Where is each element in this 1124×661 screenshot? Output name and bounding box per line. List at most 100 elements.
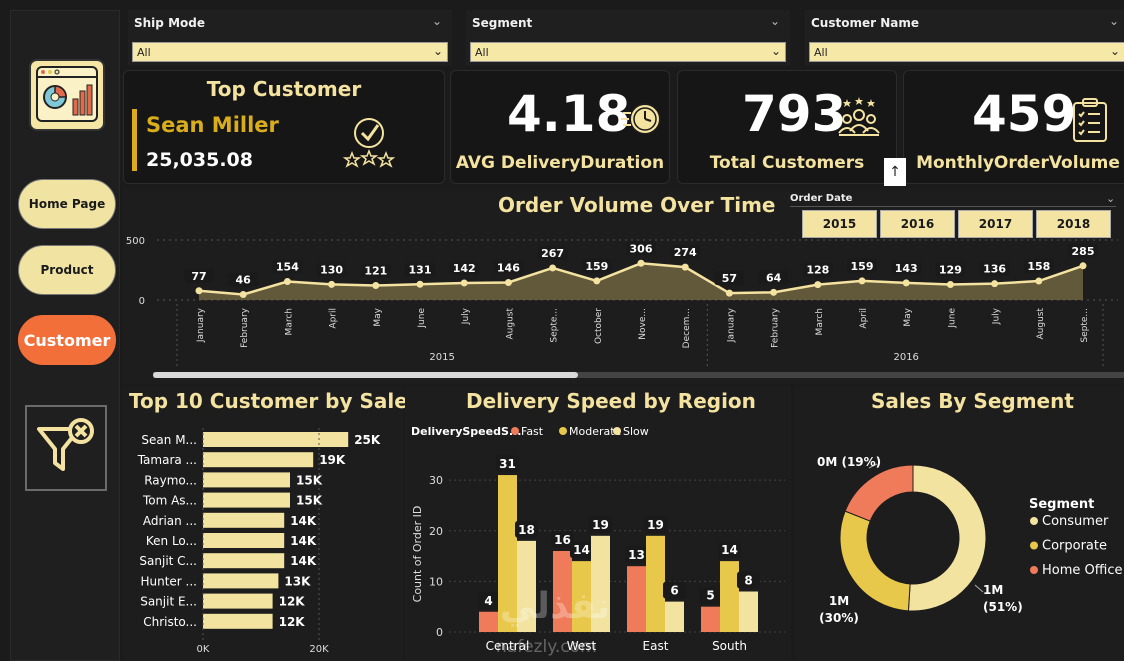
data-label: 131	[409, 263, 432, 276]
x-tick-label: May	[903, 307, 913, 326]
donut-slice	[907, 464, 987, 612]
x-tick-label: Decem...	[682, 308, 692, 348]
data-label-bg	[714, 271, 745, 286]
x-tick-label: March	[815, 308, 825, 335]
x-tick-label: October	[594, 308, 604, 344]
scrollbar-thumb	[153, 372, 578, 378]
data-label: (30%)	[819, 611, 859, 625]
x-tick-label: February	[240, 307, 250, 348]
nav-product-button[interactable]: Product	[18, 245, 116, 295]
slicer-value: All	[814, 46, 828, 59]
nav-home-page-button[interactable]: Home Page	[18, 179, 116, 229]
year-2016-button[interactable]: 2016	[880, 210, 955, 238]
segment-chart: 1M (51%) 1M (30%) 0M (19%) Segment Consumer Cor…	[817, 455, 1122, 625]
bar-value-label: 13K	[284, 574, 311, 588]
data-label-bg	[847, 258, 877, 273]
legend-title: DeliverySpeedS...	[411, 425, 521, 438]
legend-title: Segment	[1029, 497, 1094, 512]
legend-label: Moderate	[569, 425, 622, 438]
data-label-bg	[316, 262, 347, 277]
scroll-track	[153, 372, 1124, 378]
data-point	[504, 278, 512, 286]
x-tick-label: May	[373, 307, 383, 326]
data-label: 306	[630, 242, 653, 255]
x-tick-label: Septe...	[550, 308, 560, 343]
x-tick-label: June	[417, 308, 427, 329]
data-point	[637, 259, 645, 267]
data-label-bg	[935, 262, 966, 277]
legend-label: Home Office	[1042, 563, 1122, 578]
year-2018-button[interactable]: 2018	[1036, 210, 1111, 238]
chevron-down-icon: ⌄	[1109, 44, 1120, 58]
bar-value-label: 15K	[296, 473, 323, 487]
data-label: 0M (19%)	[817, 455, 881, 469]
category-label: Tamara ...	[137, 453, 197, 467]
y-tick-label: 20	[429, 525, 443, 538]
data-label: 142	[453, 262, 476, 275]
data-point	[770, 288, 778, 296]
bar-value-label: 13	[628, 548, 645, 562]
kpi-label: AVG DeliveryDuration	[455, 153, 665, 173]
bar	[627, 566, 646, 632]
year-2015-button[interactable]: 2015	[802, 210, 877, 238]
data-label-bg	[551, 531, 574, 548]
delivery-title: Delivery Speed by Region	[466, 389, 756, 413]
category-label: Adrian ...	[143, 514, 197, 528]
x-tick-label: June	[947, 308, 957, 329]
data-point	[946, 281, 954, 289]
x-tick-label: January	[726, 307, 736, 343]
people-icon	[838, 97, 880, 136]
data-label: 158	[1027, 260, 1050, 273]
bar-value-label: 14	[573, 543, 590, 557]
data-label: 159	[851, 260, 874, 273]
customer-name-dropdown[interactable]: All ⌄	[809, 42, 1124, 62]
bar	[203, 512, 285, 528]
bar	[203, 553, 285, 569]
ship-mode-dropdown[interactable]: All ⌄	[132, 42, 448, 62]
data-label-bg	[589, 515, 612, 533]
x-tick-label: July	[992, 307, 1002, 325]
x-tick-label: March	[284, 308, 294, 335]
data-label: 274	[674, 246, 697, 259]
data-label: 143	[895, 262, 918, 275]
clear-filters-button[interactable]	[25, 405, 107, 491]
bar-value-label: 19	[647, 518, 664, 532]
bar-value-label: 14K	[290, 534, 317, 548]
data-label: 136	[983, 263, 1006, 276]
category-label: Ken Lo...	[146, 534, 197, 548]
bar-value-label: 15K	[296, 494, 323, 508]
y-axis-label: Count of Order ID	[411, 506, 424, 603]
data-point	[593, 277, 601, 285]
chevron-down-icon[interactable]: ⌄	[431, 14, 442, 28]
legend-swatch	[613, 427, 621, 435]
chevron-down-icon[interactable]: ⌄	[1108, 14, 1119, 28]
nav-customer-button[interactable]: Customer	[18, 315, 116, 365]
data-label-bg	[802, 262, 833, 277]
chevron-down-icon[interactable]: ⌄	[1106, 192, 1116, 205]
data-label: 129	[939, 264, 962, 277]
data-label: 121	[364, 264, 387, 277]
monthly-order-volume-card: 459 MonthlyOrderVolume	[903, 70, 1124, 184]
bar	[517, 540, 536, 632]
data-label-bg	[663, 581, 686, 599]
y-tick-label: 0	[436, 626, 443, 639]
area-fill	[199, 263, 1083, 300]
segment-dropdown[interactable]: All ⌄	[470, 42, 786, 62]
data-label: (51%)	[983, 600, 1023, 614]
bar-value-label: 12K	[279, 615, 306, 629]
data-label-bg	[644, 515, 667, 533]
chevron-down-icon[interactable]: ⌄	[769, 14, 780, 28]
year-2017-button[interactable]: 2017	[958, 210, 1033, 238]
bar	[739, 591, 758, 632]
ship-mode-slicer: Ship Mode ⌄ All ⌄	[128, 10, 452, 66]
x-tick-label: August	[1036, 308, 1046, 340]
scroll-up-icon[interactable]: ↑	[884, 158, 906, 186]
data-label-bg	[449, 260, 480, 275]
category-label: East	[643, 639, 669, 653]
x-tick-label: April	[329, 308, 339, 329]
bar-value-label: 6	[670, 584, 678, 598]
data-label-bg	[493, 260, 524, 275]
accent-bar	[132, 109, 137, 171]
bar-value-label: 5	[706, 589, 714, 603]
x-group-label: 2015	[429, 352, 454, 363]
